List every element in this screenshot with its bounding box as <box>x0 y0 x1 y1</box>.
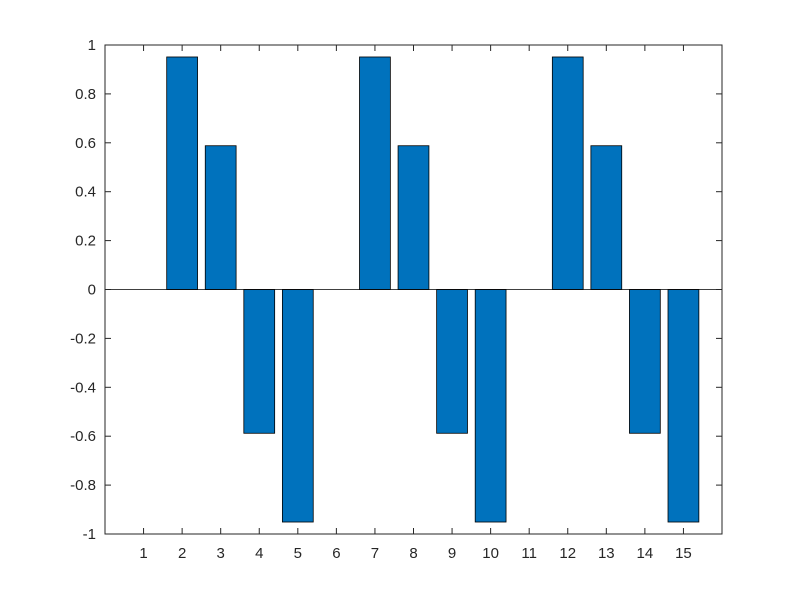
bar-5 <box>281 289 314 523</box>
x-tick-label-14: 14 <box>637 545 654 562</box>
x-tick-label-15: 15 <box>675 545 692 562</box>
bar-13 <box>590 145 623 290</box>
x-tick-label-4: 4 <box>255 545 263 562</box>
y-tick-label: 0.4 <box>75 184 96 201</box>
y-tick-label: 0.8 <box>75 86 96 103</box>
bar-14 <box>629 289 661 434</box>
x-tick-label-2: 2 <box>178 545 186 562</box>
bar-4 <box>243 289 276 434</box>
x-tick-label-10: 10 <box>482 545 499 562</box>
bar-12 <box>551 56 584 290</box>
y-tick-label: -0.4 <box>70 379 96 396</box>
bar-2 <box>166 56 198 290</box>
x-tick-label-7: 7 <box>371 545 379 562</box>
y-tick-label: 0.6 <box>75 135 96 152</box>
bar-8 <box>397 145 430 290</box>
bar-3 <box>204 145 237 290</box>
x-tick-label-3: 3 <box>217 545 225 562</box>
bar-10 <box>474 289 507 523</box>
x-tick-label-11: 11 <box>521 545 537 562</box>
x-tick-label-13: 13 <box>598 545 615 562</box>
y-tick-label: 0.2 <box>75 233 96 250</box>
x-tick-label-8: 8 <box>409 545 417 562</box>
y-tick-label: -0.8 <box>70 477 96 494</box>
y-tick-label: 1 <box>88 37 96 54</box>
x-tick-label-1: 1 <box>139 545 147 562</box>
x-tick-label-6: 6 <box>332 545 340 562</box>
bar-15 <box>667 289 700 523</box>
y-tick-label: -0.6 <box>70 428 96 445</box>
x-tick-label-9: 9 <box>448 545 456 562</box>
bar-9 <box>436 289 468 434</box>
x-tick-label-5: 5 <box>294 545 302 562</box>
y-tick-label: 0 <box>88 282 96 299</box>
plot-frame <box>104 44 723 535</box>
bar-7 <box>359 56 391 290</box>
x-tick-label-12: 12 <box>559 545 576 562</box>
y-tick-label: -0.2 <box>70 330 96 347</box>
y-tick-label: -1 <box>83 526 96 543</box>
